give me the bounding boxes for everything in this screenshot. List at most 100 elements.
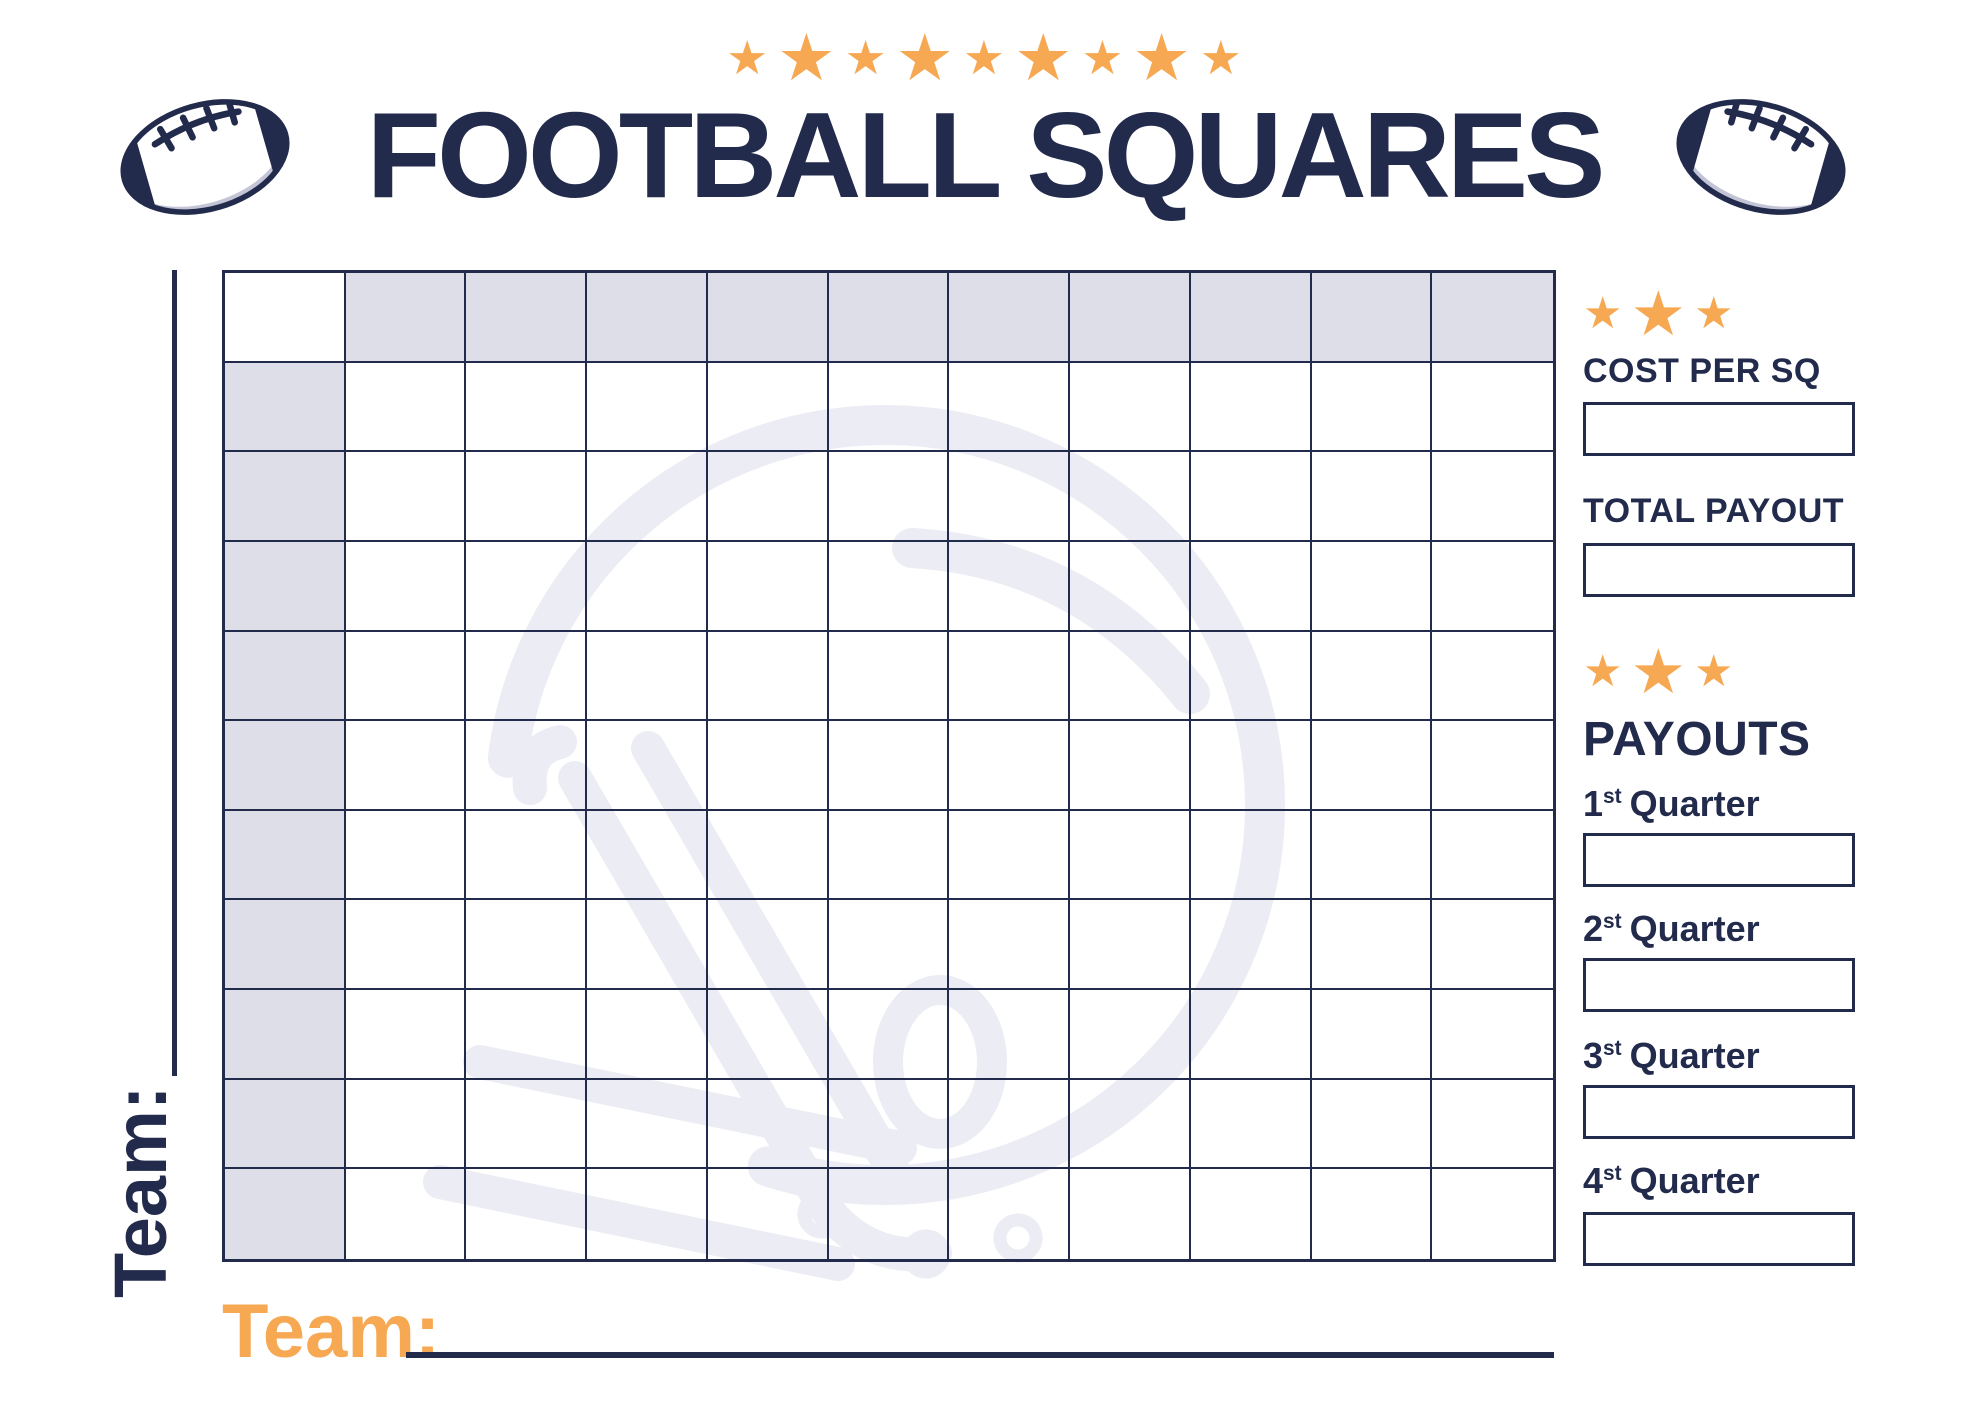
grid-cell[interactable]: [1191, 1169, 1312, 1259]
grid-cell[interactable]: [707, 810, 829, 901]
grid-cell[interactable]: [1432, 900, 1553, 991]
grid-cell[interactable]: [1432, 632, 1553, 722]
grid-cell[interactable]: [949, 1079, 1071, 1170]
grid-cell[interactable]: [345, 810, 467, 901]
grid-cell[interactable]: [1070, 362, 1191, 453]
grid-cell[interactable]: [949, 1169, 1071, 1259]
grid-cell[interactable]: [1311, 362, 1433, 453]
grid-cell[interactable]: [949, 631, 1071, 722]
corner-cell[interactable]: [225, 273, 346, 363]
grid-cell[interactable]: [587, 631, 708, 722]
grid-cell[interactable]: [466, 1169, 588, 1259]
grid-cell[interactable]: [345, 631, 467, 722]
grid-cell[interactable]: [1432, 1169, 1553, 1259]
grid-cell[interactable]: [949, 900, 1071, 991]
grid-cell[interactable]: [1070, 631, 1191, 722]
grid-cell[interactable]: [828, 541, 950, 632]
row-header-cell[interactable]: [225, 452, 346, 542]
grid-cell[interactable]: [345, 541, 467, 632]
column-header-cell[interactable]: [587, 273, 708, 363]
grid-cell[interactable]: [1432, 811, 1553, 901]
grid-cell[interactable]: [1432, 990, 1553, 1080]
row-header-cell[interactable]: [225, 900, 346, 991]
grid-cell[interactable]: [1432, 721, 1553, 811]
grid-cell[interactable]: [1190, 990, 1312, 1080]
grid-cell[interactable]: [828, 990, 950, 1080]
grid-cell[interactable]: [587, 810, 708, 901]
grid-cell[interactable]: [828, 452, 950, 542]
grid-cell[interactable]: [466, 721, 588, 811]
grid-cell[interactable]: [466, 631, 588, 722]
grid-cell[interactable]: [828, 631, 950, 722]
column-header-cell[interactable]: [466, 273, 588, 363]
grid-cell[interactable]: [828, 721, 950, 811]
row-header-cell[interactable]: [225, 631, 346, 722]
grid-cell[interactable]: [1070, 900, 1191, 991]
grid-cell[interactable]: [345, 900, 467, 991]
column-header-cell[interactable]: [828, 273, 950, 363]
grid-cell[interactable]: [1190, 1079, 1312, 1170]
grid-cell[interactable]: [707, 990, 829, 1080]
column-header-cell[interactable]: [1432, 273, 1553, 363]
grid-cell[interactable]: [949, 810, 1071, 901]
row-header-cell[interactable]: [225, 810, 346, 901]
quarter-3-input[interactable]: [1583, 1085, 1855, 1139]
row-header-cell[interactable]: [225, 541, 346, 632]
grid-cell[interactable]: [707, 1079, 829, 1170]
grid-cell[interactable]: [1311, 541, 1433, 632]
grid-cell[interactable]: [466, 452, 588, 542]
grid-cell[interactable]: [345, 1079, 467, 1170]
cost-per-sq-input[interactable]: [1583, 402, 1855, 456]
row-header-cell[interactable]: [225, 1169, 346, 1259]
grid-cell[interactable]: [707, 541, 829, 632]
grid-cell[interactable]: [345, 721, 467, 811]
grid-cell[interactable]: [1190, 631, 1312, 722]
grid-cell[interactable]: [466, 900, 588, 991]
grid-cell[interactable]: [949, 362, 1071, 453]
grid-cell[interactable]: [828, 1079, 950, 1170]
grid-cell[interactable]: [949, 990, 1071, 1080]
column-header-cell[interactable]: [949, 273, 1071, 363]
grid-cell[interactable]: [1312, 1169, 1433, 1259]
grid-cell[interactable]: [1311, 900, 1433, 991]
grid-cell[interactable]: [1070, 1169, 1191, 1259]
grid-cell[interactable]: [1311, 631, 1433, 722]
grid-cell[interactable]: [466, 1079, 588, 1170]
grid-cell[interactable]: [1311, 810, 1433, 901]
row-header-cell[interactable]: [225, 362, 346, 453]
grid-cell[interactable]: [1432, 452, 1553, 542]
grid-cell[interactable]: [1190, 900, 1312, 991]
grid-cell[interactable]: [345, 990, 467, 1080]
grid-cell[interactable]: [1070, 541, 1191, 632]
grid-cell[interactable]: [587, 990, 708, 1080]
grid-cell[interactable]: [949, 452, 1071, 542]
grid-cell[interactable]: [949, 541, 1071, 632]
grid-cell[interactable]: [828, 362, 950, 453]
grid-cell[interactable]: [1311, 1079, 1433, 1170]
quarter-2-input[interactable]: [1583, 958, 1855, 1012]
grid-cell[interactable]: [707, 900, 829, 991]
column-header-cell[interactable]: [707, 273, 829, 363]
grid-cell[interactable]: [707, 452, 829, 542]
grid-cell[interactable]: [1070, 452, 1191, 542]
grid-cell[interactable]: [466, 990, 588, 1080]
grid-cell[interactable]: [1190, 810, 1312, 901]
row-header-cell[interactable]: [225, 1079, 346, 1170]
grid-cell[interactable]: [587, 900, 708, 991]
grid-cell[interactable]: [1432, 1080, 1553, 1170]
grid-cell[interactable]: [1190, 362, 1312, 453]
grid-cell[interactable]: [707, 631, 829, 722]
grid-cell[interactable]: [466, 362, 588, 453]
column-header-cell[interactable]: [1070, 273, 1191, 363]
grid-cell[interactable]: [949, 721, 1071, 811]
column-header-cell[interactable]: [1190, 273, 1312, 363]
grid-cell[interactable]: [1432, 542, 1553, 632]
quarter-1-input[interactable]: [1583, 833, 1855, 887]
grid-cell[interactable]: [346, 1169, 467, 1259]
grid-cell[interactable]: [1432, 363, 1553, 453]
grid-cell[interactable]: [1070, 1079, 1191, 1170]
grid-cell[interactable]: [587, 1169, 708, 1259]
grid-cell[interactable]: [707, 362, 829, 453]
grid-cell[interactable]: [828, 810, 950, 901]
column-header-cell[interactable]: [1311, 273, 1433, 363]
